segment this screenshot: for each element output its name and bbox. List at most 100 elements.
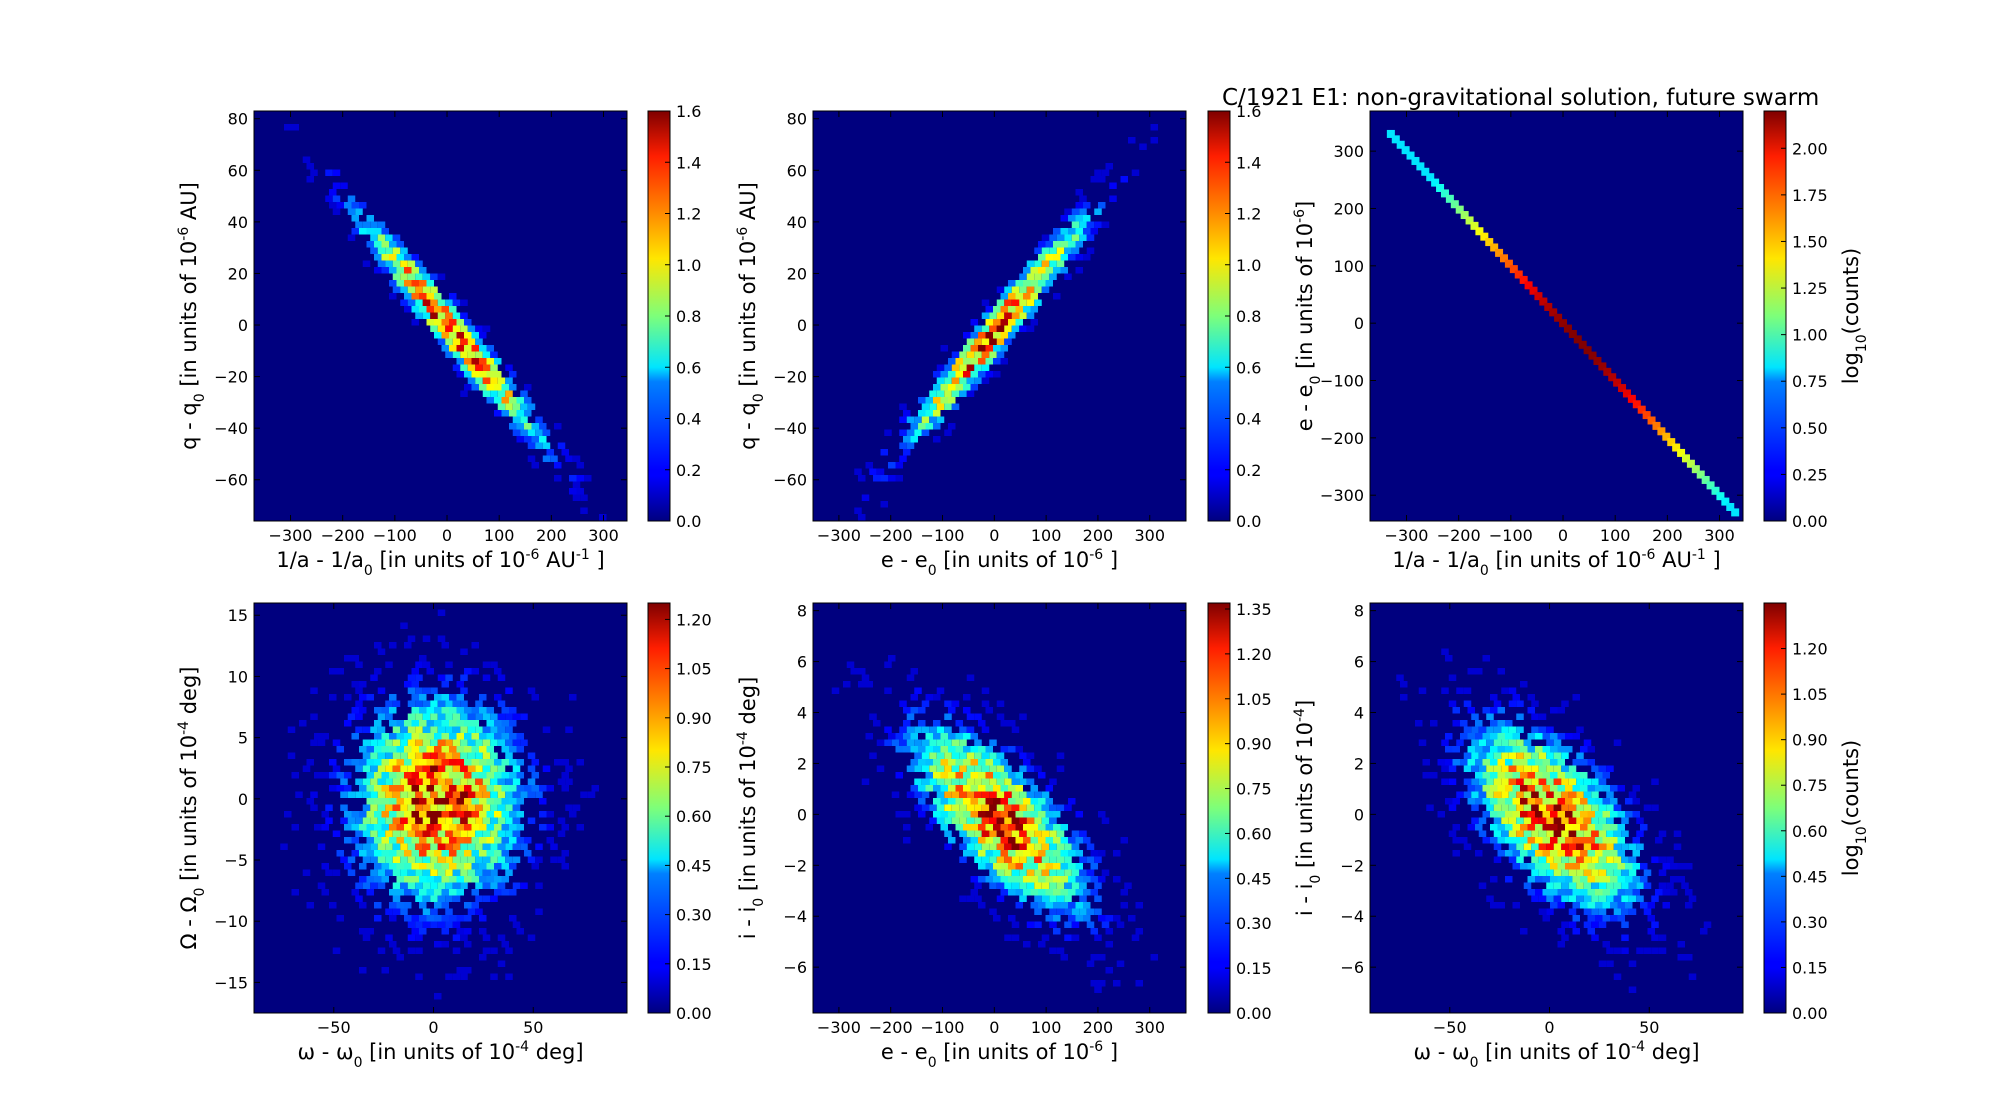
- hex-cell: [1000, 837, 1008, 844]
- hex-cell: [445, 338, 453, 345]
- hex-cell: [467, 765, 476, 772]
- hex-cell: [929, 752, 937, 759]
- hex-cell: [1086, 234, 1095, 241]
- hex-cell: [1557, 759, 1565, 766]
- hex-cell: [959, 377, 967, 384]
- x-tick-label: 200: [536, 526, 567, 545]
- hex-cell: [1542, 824, 1550, 831]
- hex-cell: [344, 772, 352, 779]
- hex-cell: [936, 778, 945, 785]
- hex-cell: [996, 882, 1005, 889]
- hex-cell: [1572, 876, 1580, 883]
- hex-cell: [1535, 850, 1543, 857]
- hex-cell: [1606, 882, 1614, 889]
- hex-cell: [1034, 765, 1042, 772]
- hex-cell: [1019, 778, 1027, 785]
- hex-cell: [377, 221, 386, 228]
- hex-cell: [1120, 176, 1128, 183]
- hex-cell: [475, 765, 483, 772]
- hex-cell: [385, 234, 393, 241]
- hex-cell: [970, 889, 978, 896]
- hex-cell: [1071, 934, 1080, 941]
- hex-cell: [362, 260, 371, 267]
- hex-cell: [441, 824, 449, 831]
- hex-cell: [1583, 869, 1592, 876]
- hex-cell: [963, 345, 971, 352]
- hex-cell: [1647, 902, 1655, 909]
- hex-cell: [430, 908, 438, 915]
- hex-cell: [430, 895, 438, 902]
- hex-cell: [482, 752, 491, 759]
- hex-cell: [445, 843, 453, 850]
- hex-cell: [955, 785, 963, 792]
- hex-cell: [445, 674, 453, 681]
- hex-cell: [1023, 863, 1031, 870]
- hex-cell: [509, 707, 517, 714]
- hex-cell: [434, 915, 442, 922]
- hex-cell: [1004, 338, 1012, 345]
- hex-cell: [948, 707, 956, 714]
- hex-cell: [426, 824, 434, 831]
- y-tick-label: −60: [773, 471, 807, 490]
- hex-cell: [430, 286, 438, 293]
- hex-cell: [1008, 306, 1016, 313]
- hex-cell: [996, 843, 1005, 850]
- hex-cell: [494, 733, 502, 740]
- hex-cell: [1083, 876, 1091, 883]
- hex-cell: [1546, 908, 1554, 915]
- hex-cell: [1068, 837, 1076, 844]
- hex-cell: [445, 921, 453, 928]
- hex-cell: [1019, 325, 1027, 332]
- hex-cell: [1516, 843, 1524, 850]
- hex-cell: [1019, 830, 1027, 837]
- hex-cell: [441, 863, 449, 870]
- hex-cell: [479, 824, 487, 831]
- hex-cell: [1535, 863, 1543, 870]
- hex-cell: [516, 759, 524, 766]
- hex-cell: [925, 785, 933, 792]
- hex-cell: [974, 843, 982, 850]
- hex-cell: [1677, 448, 1686, 457]
- hex-cell: [1553, 778, 1562, 785]
- hex-cell: [1015, 811, 1023, 818]
- hex-cell: [430, 325, 438, 332]
- hex-cell: [299, 720, 307, 727]
- hex-cell: [1064, 247, 1072, 254]
- hex-cell: [497, 713, 506, 720]
- hex-cell: [479, 358, 487, 365]
- hex-cell: [1546, 739, 1554, 746]
- hex-cell: [974, 856, 982, 863]
- hex-cell: [1523, 791, 1532, 798]
- hex-cell: [490, 364, 498, 371]
- hex-cell: [449, 306, 457, 313]
- hex-cell: [520, 390, 528, 397]
- hex-cell: [1565, 733, 1573, 740]
- hex-cell: [1053, 811, 1061, 818]
- x-axis-label: ω - ω0 [in units of 10-4 deg]: [297, 1039, 583, 1071]
- hex-cell: [1636, 895, 1644, 902]
- hex-cell: [1011, 817, 1020, 824]
- hex-cell: [1049, 947, 1057, 954]
- hex-cell: [1711, 486, 1720, 495]
- hex-cell: [482, 934, 491, 941]
- hex-cell: [362, 778, 371, 785]
- hex-cell: [1716, 492, 1725, 501]
- hex-cell: [351, 228, 359, 235]
- hex-cell: [482, 895, 491, 902]
- hex-cell: [374, 228, 382, 235]
- hex-cell: [1471, 739, 1479, 746]
- hex-cell: [392, 908, 401, 915]
- hex-cell: [959, 778, 967, 785]
- hex-cell: [471, 759, 479, 766]
- hex-cell: [1019, 869, 1027, 876]
- hex-cell: [1501, 791, 1509, 798]
- hex-cell: [1701, 475, 1710, 484]
- hex-cell: [1011, 299, 1020, 306]
- hex-cell: [497, 817, 506, 824]
- hex-cell: [407, 830, 416, 837]
- hex-cell: [505, 791, 513, 798]
- hex-cell: [546, 811, 554, 818]
- hex-cell: [471, 772, 479, 779]
- hex-cell: [1045, 267, 1053, 274]
- hex-cell: [1557, 811, 1565, 818]
